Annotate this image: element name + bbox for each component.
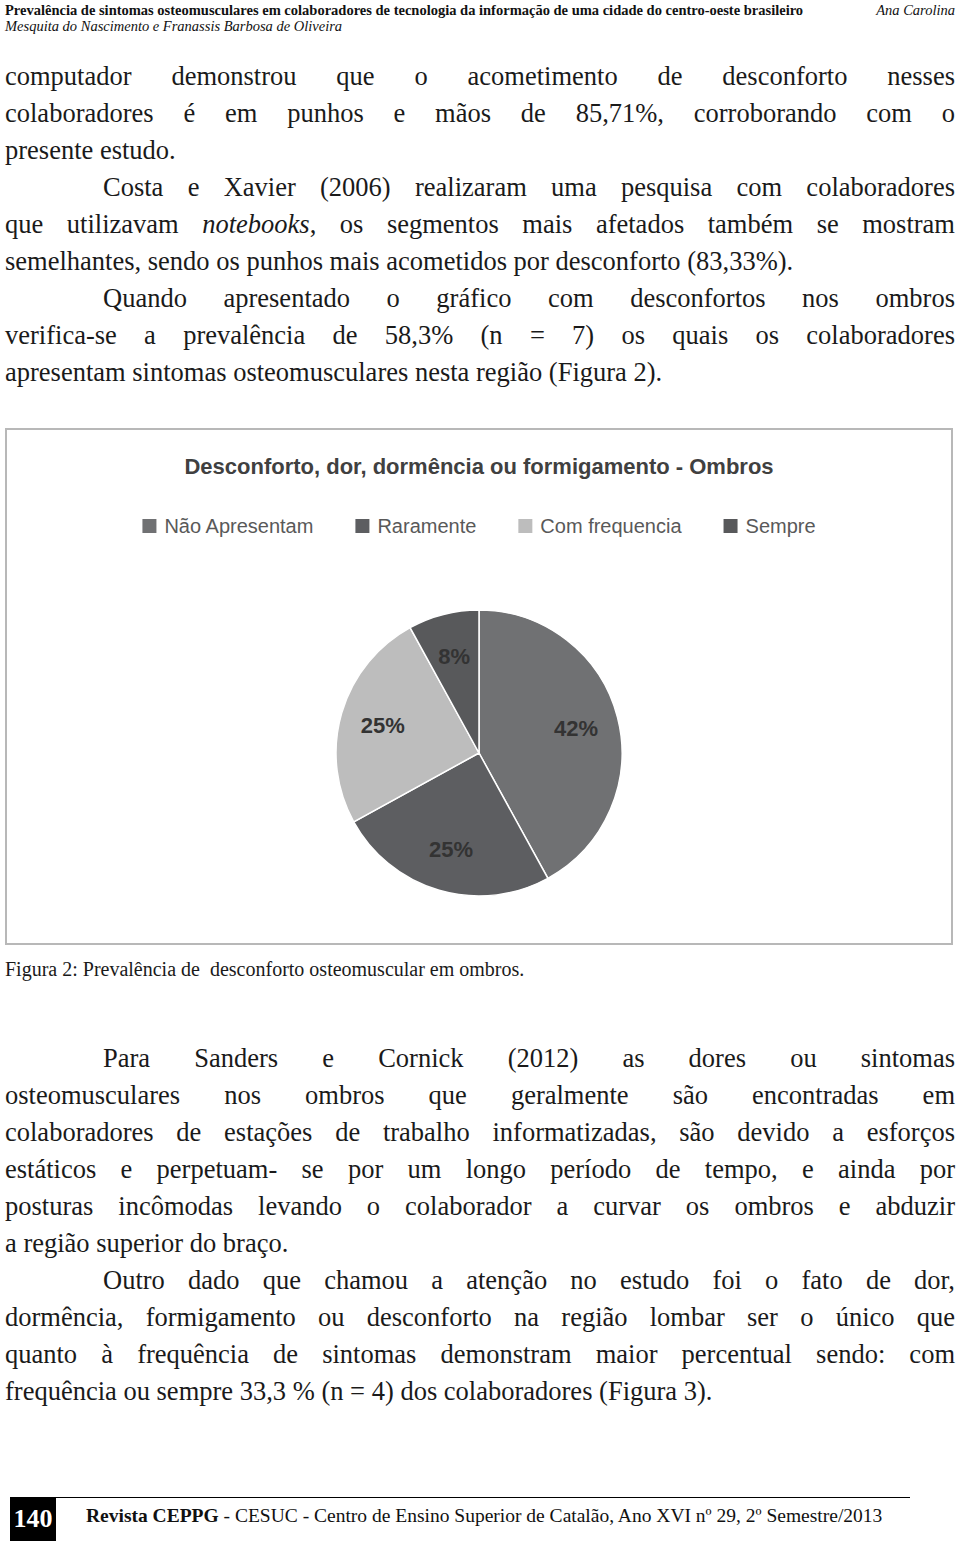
running-author: Ana Carolina: [876, 2, 955, 19]
data-label: 8%: [438, 644, 470, 669]
text-run: dormência, formigamento ou desconforto n…: [5, 1302, 955, 1332]
text-run: estáticos e perpetuam- se por um longo p…: [5, 1154, 955, 1184]
footer-run: Revista CEPPG: [86, 1505, 219, 1526]
pie-slice: [410, 610, 479, 753]
data-label: 25%: [429, 837, 473, 862]
legend-label: Com frequencia: [540, 515, 682, 537]
legend-label: Não Apresentam: [164, 515, 313, 537]
text-run: osteomusculares nos ombros que geralment…: [5, 1080, 955, 1110]
text-run: que utilizavam: [5, 209, 202, 239]
text-line: apresentam sintomas osteomusculares nest…: [5, 354, 955, 391]
text-line: Costa e Xavier (2006) realizaram uma pes…: [103, 169, 955, 206]
text-run: colaboradores é em punhos e mãos de 85,7…: [5, 98, 955, 128]
legend-label: Sempre: [746, 515, 816, 537]
text-run: apresentam sintomas osteomusculares nest…: [5, 357, 662, 387]
legend-swatch: [724, 519, 738, 533]
text-line: que utilizavam notebooks, os segmentos m…: [5, 206, 955, 243]
running-authors: Mesquita do Nascimento e Franassis Barbo…: [5, 18, 342, 35]
text-line: Outro dado que chamou a atenção no estud…: [103, 1262, 955, 1299]
figure-frame: [6, 429, 952, 944]
data-label: 25%: [361, 713, 405, 738]
text-run: Para Sanders e Cornick (2012) as dores o…: [103, 1043, 955, 1073]
text-run: quanto à frequência de sintomas demonstr…: [5, 1339, 955, 1369]
legend-swatch: [518, 519, 532, 533]
data-label: 42%: [554, 716, 598, 741]
text-line: Para Sanders e Cornick (2012) as dores o…: [103, 1040, 955, 1077]
data-labels: 42% 25% 25% 8%: [361, 644, 598, 862]
text-line: Quando apresentado o gráfico com desconf…: [103, 280, 955, 317]
legend-swatch: [355, 519, 369, 533]
text-line: osteomusculares nos ombros que geralment…: [5, 1077, 955, 1114]
text-line: estáticos e perpetuam- se por um longo p…: [5, 1151, 955, 1188]
text-run: posturas incômodas levando o colaborador…: [5, 1191, 955, 1221]
footer-text: Revista CEPPG - CESUC - Centro de Ensino…: [86, 1505, 882, 1527]
pie: [336, 610, 622, 896]
text-run: notebooks: [202, 209, 309, 239]
text-run: Costa e Xavier (2006) realizaram uma pes…: [103, 172, 955, 202]
footer-rule: [10, 1497, 910, 1498]
text-run: computador demonstrou que o acometimento…: [5, 61, 955, 91]
chart-title: Desconforto, dor, dormência ou formigame…: [184, 454, 773, 479]
running-title: Prevalência de sintomas osteomusculares …: [5, 2, 803, 19]
text-run: Outro dado que chamou a atenção no estud…: [103, 1265, 955, 1295]
text-run: frequência ou sempre 33,3 % (n = 4) dos …: [5, 1376, 712, 1406]
footer-run: - CESUC - Centro de Ensino Superior de C…: [219, 1505, 883, 1526]
text-line: frequência ou sempre 33,3 % (n = 4) dos …: [5, 1373, 955, 1410]
legend-item: Com frequencia: [518, 515, 682, 537]
text-line: quanto à frequência de sintomas demonstr…: [5, 1336, 955, 1373]
text-run: verifica-se a prevalência de 58,3% (n = …: [5, 320, 955, 350]
text-line: posturas incômodas levando o colaborador…: [5, 1188, 955, 1225]
text-line: colaboradores é em punhos e mãos de 85,7…: [5, 95, 955, 132]
legend-item: Raramente: [355, 515, 476, 537]
text-line: colaboradores de estações de trabalho in…: [5, 1114, 955, 1151]
legend: Não Apresentam Raramente Com frequencia Sem…: [142, 515, 815, 537]
figure: Desconforto, dor, dormência ou formigame…: [5, 428, 953, 945]
figure-caption: Figura 2: Prevalência de desconforto ost…: [5, 958, 524, 981]
text-line: computador demonstrou que o acometimento…: [5, 58, 955, 95]
text-run: , os segmentos mais afetados também se m…: [310, 209, 955, 239]
page: Prevalência de sintomas osteomusculares …: [0, 0, 960, 1545]
text-line: presente estudo.: [5, 132, 955, 169]
legend-label: Raramente: [377, 515, 476, 537]
text-run: semelhantes, sendo os punhos mais acomet…: [5, 246, 793, 276]
text-run: Quando apresentado o gráfico com desconf…: [103, 283, 955, 313]
legend-swatch: [142, 519, 156, 533]
text-line: semelhantes, sendo os punhos mais acomet…: [5, 243, 955, 280]
text-run: presente estudo.: [5, 135, 176, 165]
text-line: dormência, formigamento ou desconforto n…: [5, 1299, 955, 1336]
legend-item: Não Apresentam: [142, 515, 313, 537]
legend-item: Sempre: [724, 515, 816, 537]
text-line: a região superior do braço.: [5, 1225, 955, 1262]
text-line: verifica-se a prevalência de 58,3% (n = …: [5, 317, 955, 354]
pie-slice: [336, 628, 479, 822]
text-run: colaboradores de estações de trabalho in…: [5, 1117, 955, 1147]
text-run: a região superior do braço.: [5, 1228, 288, 1258]
page-number: 140: [10, 1497, 56, 1541]
